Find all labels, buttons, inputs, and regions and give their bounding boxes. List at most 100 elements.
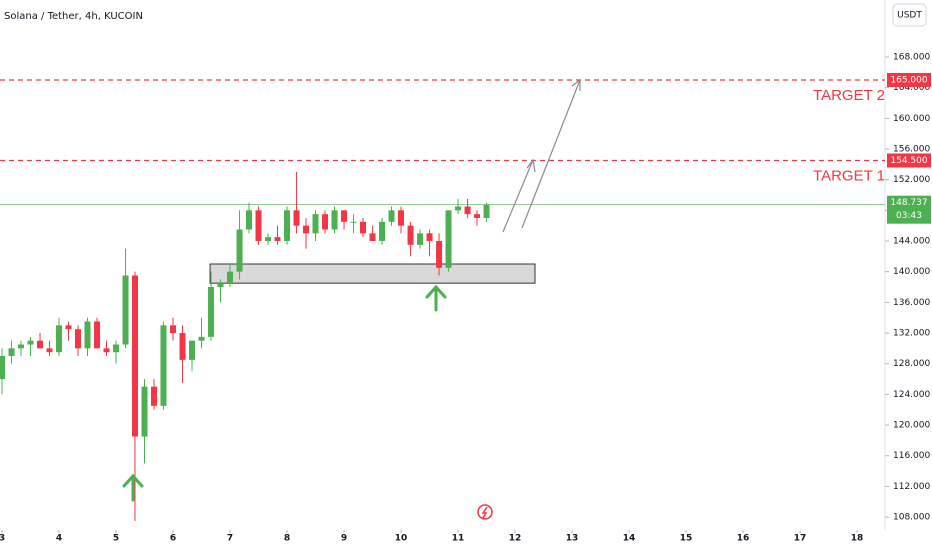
candle-body: [350, 221, 357, 223]
last-price-label: 148.737: [890, 198, 927, 208]
candle-body: [37, 340, 44, 349]
candle-body: [0, 356, 5, 380]
candle-body: [417, 233, 424, 245]
candle-body: [331, 210, 338, 230]
candle-body: [8, 348, 15, 357]
x-tick-label: 10: [395, 534, 408, 544]
candle-body: [398, 210, 405, 226]
candle-body: [474, 214, 481, 218]
candle-body: [303, 225, 310, 234]
y-tick-label: 112.000: [893, 482, 930, 492]
candle-body: [103, 348, 110, 353]
candle-body: [74, 329, 81, 349]
y-tick-label: 136.000: [893, 298, 930, 308]
y-tick-label: 140.000: [893, 267, 930, 277]
y-tick-label: 108.000: [893, 513, 930, 523]
candle-body: [379, 221, 386, 241]
projection-arrows: [502, 78, 581, 233]
candle-body: [27, 340, 34, 345]
countdown-label: 03:43: [896, 211, 922, 221]
candle-body: [94, 321, 101, 349]
candle-body: [341, 210, 348, 222]
chart-title: Solana / Tether, 4h, KUCOIN: [4, 11, 143, 22]
candle-body: [151, 386, 158, 406]
candle-body: [17, 344, 24, 349]
candle-body: [322, 214, 329, 230]
candle-body: [265, 237, 272, 241]
candle-body: [464, 206, 471, 215]
candle-body: [407, 225, 414, 245]
candle-body: [141, 386, 148, 437]
x-tick-label: 11: [452, 534, 465, 544]
candle-body: [245, 210, 252, 230]
candle-body: [198, 336, 205, 341]
x-tick-label: 3: [0, 534, 5, 544]
y-tick-label: 120.000: [893, 421, 930, 431]
candle-body: [65, 325, 72, 330]
y-tick-label: 116.000: [893, 451, 930, 461]
candle-body: [236, 229, 243, 272]
candle-body: [284, 210, 291, 241]
x-tick-label: 8: [284, 534, 290, 544]
x-tick-label: 12: [509, 534, 522, 544]
candle-body: [426, 233, 433, 241]
candle-body: [312, 214, 319, 234]
x-tick-label: 15: [680, 534, 693, 544]
candle-body: [455, 206, 462, 211]
candle-body: [293, 210, 300, 226]
y-tick-label: 164.000: [893, 83, 930, 93]
candle-body: [131, 275, 138, 437]
candle-body: [255, 210, 262, 241]
target-text: TARGET 1: [813, 167, 885, 184]
support-zone: [209, 263, 536, 284]
x-tick-label: 6: [170, 534, 176, 544]
currency-button[interactable]: [892, 3, 927, 27]
candle-body: [84, 321, 91, 349]
event-icon: [477, 504, 493, 520]
candle-body: [46, 348, 53, 353]
x-tick-label: 16: [737, 534, 750, 544]
level-label: 165.000: [890, 75, 927, 85]
y-tick-label: 128.000: [893, 359, 930, 369]
candle-body: [188, 340, 195, 360]
last-price-box: [887, 195, 931, 224]
candle-body: [274, 237, 281, 241]
x-tick-label: 9: [341, 534, 347, 544]
candle-body: [56, 325, 62, 353]
candle-body: [445, 210, 452, 268]
x-tick-label: 18: [851, 534, 864, 544]
currency-label[interactable]: USDT: [897, 11, 922, 21]
x-tick-label: 5: [113, 534, 119, 544]
y-tick-label: 132.000: [893, 329, 930, 339]
candle-body: [436, 240, 443, 268]
candle-body: [388, 210, 395, 222]
x-tick-label: 7: [227, 534, 233, 544]
candle-body: [208, 287, 215, 337]
y-tick-label: 144.000: [893, 236, 930, 246]
candle-body: [217, 283, 224, 288]
candle-body: [122, 275, 129, 345]
level-label-box: [887, 72, 931, 87]
level-label: 154.500: [890, 156, 927, 166]
target-text: TARGET 2: [813, 87, 885, 104]
y-tick-label: 160.000: [893, 114, 930, 124]
candle-body: [179, 333, 186, 360]
x-tick-label: 4: [56, 534, 62, 544]
candle-body: [360, 221, 367, 234]
candle-body: [369, 233, 376, 241]
candle-body: [227, 271, 234, 284]
y-tick-label: 152.000: [893, 175, 930, 185]
candle-body: [113, 344, 120, 353]
x-tick-label: 14: [623, 534, 636, 544]
x-tick-label: 13: [566, 534, 579, 544]
y-tick-label: 124.000: [893, 390, 930, 400]
candle-body: [160, 325, 167, 406]
y-tick-label: 168.000: [893, 52, 930, 62]
candle-body: [483, 204, 490, 218]
y-tick-label: 156.000: [893, 144, 930, 154]
candle-body: [170, 325, 177, 334]
level-label-box: [887, 153, 931, 168]
up-arrows: [122, 284, 447, 502]
x-tick-label: 17: [794, 534, 807, 544]
